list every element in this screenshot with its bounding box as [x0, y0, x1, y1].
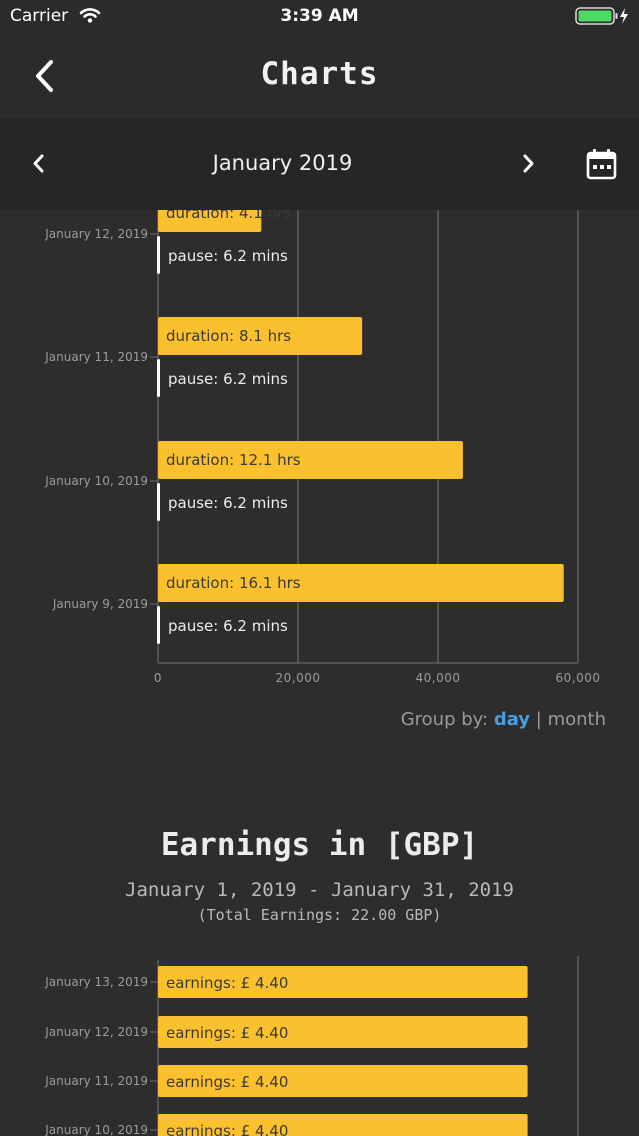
- y-tick-label: January 10, 2019: [44, 474, 148, 488]
- pause-bar: [157, 236, 160, 274]
- navigation-bar: Charts: [0, 34, 639, 118]
- group-by-day-option[interactable]: day: [493, 709, 531, 730]
- clock: 3:39 AM: [280, 6, 359, 26]
- calendar-icon: [586, 149, 617, 180]
- pause-bar-label: pause: 6.2 mins: [168, 247, 288, 265]
- pause-bar-label: pause: 6.2 mins: [168, 494, 288, 512]
- group-by-month-option[interactable]: month: [547, 709, 606, 730]
- duration-bar: [158, 317, 363, 355]
- y-tick-label: January 12, 2019: [44, 227, 148, 241]
- duration-bar: [158, 441, 463, 479]
- group-by-separator: |: [535, 709, 542, 730]
- pause-bar: [157, 483, 160, 521]
- month-selector: January 2019: [0, 118, 639, 210]
- earnings-bar-label: earnings: £ 4.40: [166, 974, 288, 992]
- x-tick-label: 60,000: [556, 671, 601, 685]
- previous-month-button[interactable]: [22, 146, 58, 182]
- x-tick-label: 40,000: [416, 671, 461, 685]
- duration-bar: [158, 210, 262, 232]
- next-month-button[interactable]: [512, 146, 548, 182]
- earnings-bar: [158, 1016, 528, 1048]
- status-bar: Carrier 3:39 AM: [0, 0, 639, 34]
- y-tick-label: January 9, 2019: [52, 597, 148, 611]
- battery-icon: [575, 6, 631, 31]
- earnings-date-range: January 1, 2019 - January 31, 2019: [125, 879, 514, 901]
- duration-bar: [158, 564, 564, 602]
- pause-bar-label: pause: 6.2 mins: [168, 617, 288, 635]
- y-tick-label: January 13, 2019: [44, 975, 148, 989]
- earnings-chart: January 13, 2019 earnings: £ 4.40 January …: [44, 956, 579, 1136]
- group-by-label: Group by:: [400, 709, 489, 730]
- y-tick-label: January 12, 2019: [44, 1025, 148, 1039]
- back-button[interactable]: [26, 54, 66, 98]
- y-tick-label: January 11, 2019: [44, 350, 148, 364]
- earnings-title: Earnings in [GBP]: [160, 827, 479, 863]
- chevron-left-icon: [33, 154, 44, 173]
- y-tick-label: January 11, 2019: [44, 1074, 148, 1088]
- x-tick-label: 0: [154, 671, 162, 685]
- earnings-bar: [158, 1065, 528, 1097]
- earnings-bar-label: earnings: £ 4.40: [166, 1073, 288, 1091]
- duration-bar-label: duration: 12.1 hrs: [166, 451, 301, 469]
- earnings-bar-label: earnings: £ 4.40: [166, 1122, 288, 1136]
- charging-bolt-icon: [620, 8, 628, 24]
- earnings-total: (Total Earnings: 22.00 GBP): [197, 906, 442, 924]
- chevron-left-icon: [36, 60, 53, 92]
- carrier-label: Carrier: [10, 6, 69, 26]
- earnings-bar-label: earnings: £ 4.40: [166, 1024, 288, 1042]
- chevron-right-icon: [523, 154, 534, 173]
- duration-bar-label: duration: 8.1 hrs: [166, 327, 291, 345]
- pause-bar-label: pause: 6.2 mins: [168, 370, 288, 388]
- current-month-label: January 2019: [212, 151, 353, 175]
- duration-bar-label: duration: 4.1 hrs: [166, 210, 291, 222]
- earnings-bar: [158, 966, 528, 998]
- duration-chart: 0 20,000 40,000 60,000 January 12, 2019 durat…: [44, 210, 601, 685]
- wifi-icon: [79, 6, 101, 29]
- earnings-bar: [158, 1114, 528, 1136]
- y-tick-label: January 10, 2019: [44, 1123, 148, 1136]
- page-title: Charts: [260, 56, 379, 92]
- pause-bar: [157, 359, 160, 397]
- x-tick-label: 20,000: [276, 671, 321, 685]
- group-by-control: Group by: day | month: [401, 709, 606, 730]
- calendar-button[interactable]: [582, 144, 622, 184]
- scroll-content[interactable]: 0 20,000 40,000 60,000 January 12, 2019 durat…: [0, 210, 639, 1136]
- pause-bar: [157, 606, 160, 644]
- duration-bar-label: duration: 16.1 hrs: [166, 574, 301, 592]
